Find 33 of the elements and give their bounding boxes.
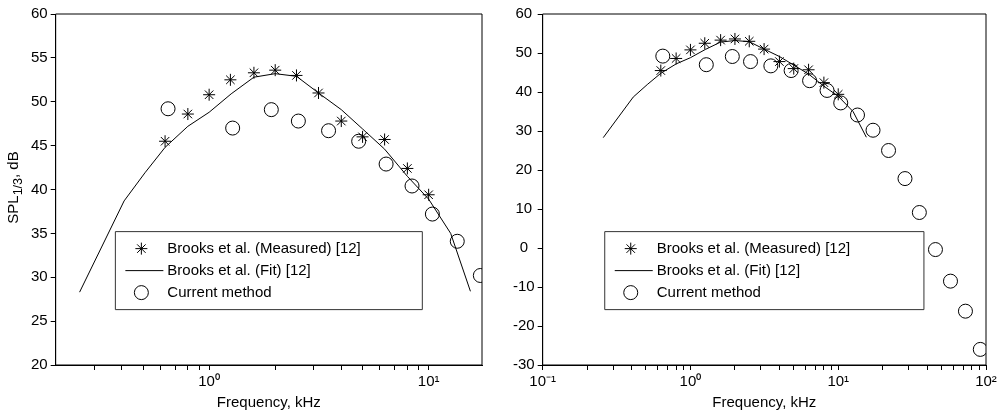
legend-label: Current method xyxy=(656,282,761,300)
legend-label: Brooks et al. (Measured) [12] xyxy=(656,238,851,256)
x-tick-label: 10² xyxy=(975,372,997,390)
y-tick-label: 25 xyxy=(31,311,48,329)
y-tick-label: 20 xyxy=(31,355,48,373)
x-tick-label: 10¹ xyxy=(827,372,850,390)
x-tick-label: 10⁰ xyxy=(198,372,220,390)
y-tick-label: -30 xyxy=(513,355,535,373)
y-tick-label: 50 xyxy=(31,91,48,109)
y-tick-label: 50 xyxy=(515,43,533,61)
x-axis-title: Frequency, kHz xyxy=(216,393,321,411)
y-tick-label: 60 xyxy=(31,4,48,22)
y-tick-label: 0 xyxy=(519,238,529,256)
y-tick-label: -10 xyxy=(513,277,535,295)
x-tick-label: 10⁻¹ xyxy=(529,372,557,390)
y-tick-label: 40 xyxy=(31,179,48,197)
x-tick-label: 10⁰ xyxy=(679,372,702,390)
legend-label: Brooks et al. (Measured) [12] xyxy=(167,238,361,256)
y-tick-label: 35 xyxy=(31,223,48,241)
y-tick-label: 55 xyxy=(31,48,48,66)
y-tick-label: 40 xyxy=(515,82,533,100)
y-tick-label: 45 xyxy=(31,135,48,153)
y-tick-label: 30 xyxy=(515,121,533,139)
y-tick-label: -20 xyxy=(513,316,535,334)
y-tick-label: 10 xyxy=(515,199,533,217)
legend-label: Current method xyxy=(167,282,272,300)
y-tick-label: 20 xyxy=(515,160,533,178)
y-tick-label: 30 xyxy=(31,267,48,285)
x-axis-title: Frequency, kHz xyxy=(712,393,817,411)
legend-label: Brooks et al. (Fit) [12] xyxy=(656,260,801,278)
x-tick-label: 10¹ xyxy=(417,372,440,390)
y-tick-label: 60 xyxy=(515,4,533,22)
legend-label: Brooks et al. (Fit) [12] xyxy=(167,260,311,278)
